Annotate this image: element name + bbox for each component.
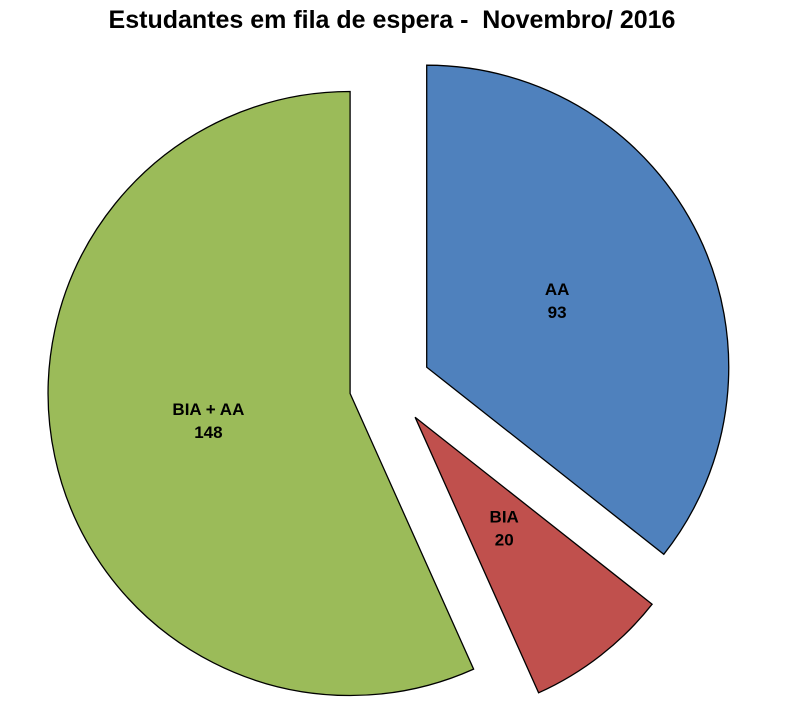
chart-title: Estudantes em fila de espera - Novembro/… <box>109 6 676 34</box>
pie-slices: AA 93 BIA 20 BIA + AA 148 <box>47 64 730 697</box>
slice-label-bia: BIA 20 <box>490 508 519 550</box>
slice-label-bia-aa: BIA + AA 148 <box>172 400 244 442</box>
pie-slice-bia <box>414 416 654 694</box>
slice-label-aa: AA 93 <box>545 280 570 322</box>
pie-slice-bia-aa <box>47 90 475 697</box>
pie-slice-aa <box>426 64 730 556</box>
